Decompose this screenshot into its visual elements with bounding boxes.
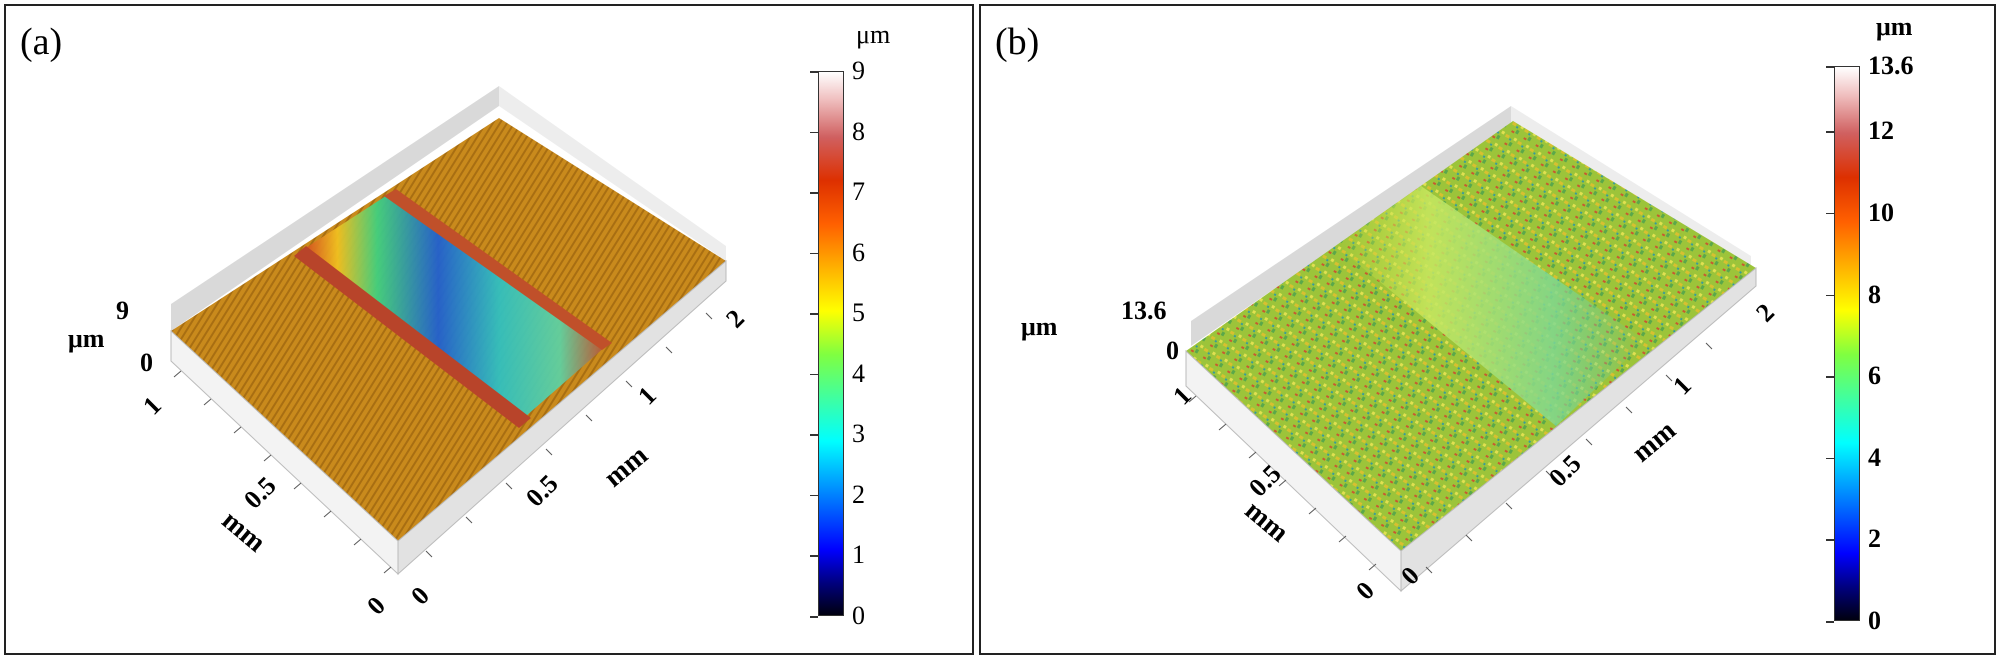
panel-a-surface-plot [170, 86, 727, 576]
panel-a-colorbar-tick-mark [810, 494, 818, 497]
panel-b-colorbar-tick-mark [1826, 212, 1834, 215]
panel-a-groove [301, 194, 606, 416]
panel-a-colorbar-tick-mark [810, 434, 818, 436]
panel-a-colorbar-tick-label: 2 [852, 479, 865, 509]
panel-b-label: (b) [995, 21, 1040, 63]
panel-b-colorbar-tick-mark [1826, 131, 1834, 133]
panel-a-colorbar-tick-mark [810, 252, 818, 255]
panel-a-colorbar-tick-mark [810, 313, 818, 315]
panel-b-colorbar-unit: μm [1876, 12, 1913, 41]
panel-a-back-wall [171, 86, 499, 331]
panel-b-colorbar [1834, 66, 1860, 621]
panel-b-groove [1336, 186, 1646, 426]
panel-b: (b) [979, 4, 1996, 655]
panel-b-surface-plot [1185, 106, 1757, 593]
panel-b-right-wall [1400, 266, 1757, 593]
panel-a-colorbar-tick-label: 8 [852, 116, 865, 146]
panel-a-ridge-left [294, 246, 531, 428]
panel-b-colorbar-tick-mark [1826, 621, 1834, 623]
panel-b-colorbar-tick-label: 0 [1868, 606, 1881, 635]
panel-b-z-max: 13.6 [1121, 296, 1167, 325]
panel-b-colorbar-tick-label: 2 [1868, 524, 1881, 554]
panel-b-colorbar-tick-mark [1826, 66, 1834, 68]
panel-a-colorbar-tick-label: 1 [852, 540, 865, 570]
panel-a-colorbar [818, 71, 844, 616]
panel-a-colorbar-tick-mark [810, 616, 818, 618]
panel-b-colorbar-tick-mark [1826, 457, 1834, 460]
panel-a-side-wall [499, 86, 726, 261]
panel-a-label: (a) [20, 21, 63, 63]
panel-a-edge-ticks [173, 312, 713, 574]
panel-b-colorbar-tick-label: 8 [1868, 279, 1881, 309]
panel-a-colorbar-tick-label: 3 [852, 419, 865, 449]
panel-a-colorbar-tick-mark [810, 131, 818, 134]
panel-b-back-wall [1191, 106, 1511, 346]
panel-a-colorbar-tick-mark [810, 555, 818, 557]
panel-a-ridge-right [384, 189, 612, 350]
panel-a-colorbar-unit: μm [856, 20, 891, 49]
panel-b-z-min: 0 [1166, 336, 1179, 365]
panel-b-colorbar-tick-mark [1826, 376, 1834, 378]
panel-b-colorbar-tick-label: 13.6 [1868, 51, 1914, 80]
panel-b-z-unit: μm [1021, 312, 1058, 341]
panel-a-colorbar-tick-mark [810, 373, 818, 376]
panel-b-colorbar-tick-label: 4 [1868, 442, 1881, 472]
panel-a-colorbar-tick-label: 0 [852, 601, 865, 630]
panel-b-colorbar-tick-mark [1826, 294, 1834, 297]
panel-a-colorbar-tick-mark [810, 71, 818, 73]
panel-b-colorbar-tick-label: 10 [1868, 197, 1894, 227]
panel-b-colorbar-tick-label: 12 [1868, 116, 1894, 146]
panel-b-edge-ticks [1188, 342, 1713, 574]
panel-a-colorbar-tick-label: 5 [852, 298, 865, 328]
panel-a-z-min: 0 [140, 348, 153, 377]
panel-a: (a) [4, 4, 974, 655]
panel-a-z-max: 9 [116, 296, 129, 325]
panel-a-colorbar-tick-mark [810, 192, 818, 194]
panel-a-colorbar-tick-label: 4 [852, 358, 865, 388]
panel-a-right-wall [397, 259, 727, 576]
panel-a-z-unit: μm [68, 324, 105, 353]
panel-b-colorbar-tick-label: 6 [1868, 361, 1881, 391]
panel-a-colorbar-tick-label: 7 [852, 177, 865, 207]
panel-a-colorbar-tick-label: 9 [852, 56, 865, 85]
panel-b-side-wall [1511, 106, 1751, 268]
panel-b-colorbar-tick-mark [1826, 539, 1834, 541]
panel-a-colorbar-tick-label: 6 [852, 237, 865, 267]
